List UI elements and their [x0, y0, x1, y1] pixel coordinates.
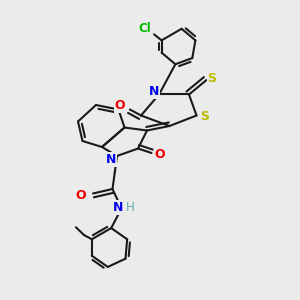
Text: S: S [200, 110, 209, 123]
Text: O: O [115, 99, 125, 112]
Text: N: N [148, 85, 159, 98]
Text: S: S [207, 72, 216, 85]
Text: O: O [154, 148, 165, 161]
Text: N: N [106, 153, 116, 166]
Text: N: N [113, 201, 124, 214]
Text: Cl: Cl [139, 22, 152, 35]
Text: H: H [126, 201, 135, 214]
Text: O: O [76, 189, 86, 202]
